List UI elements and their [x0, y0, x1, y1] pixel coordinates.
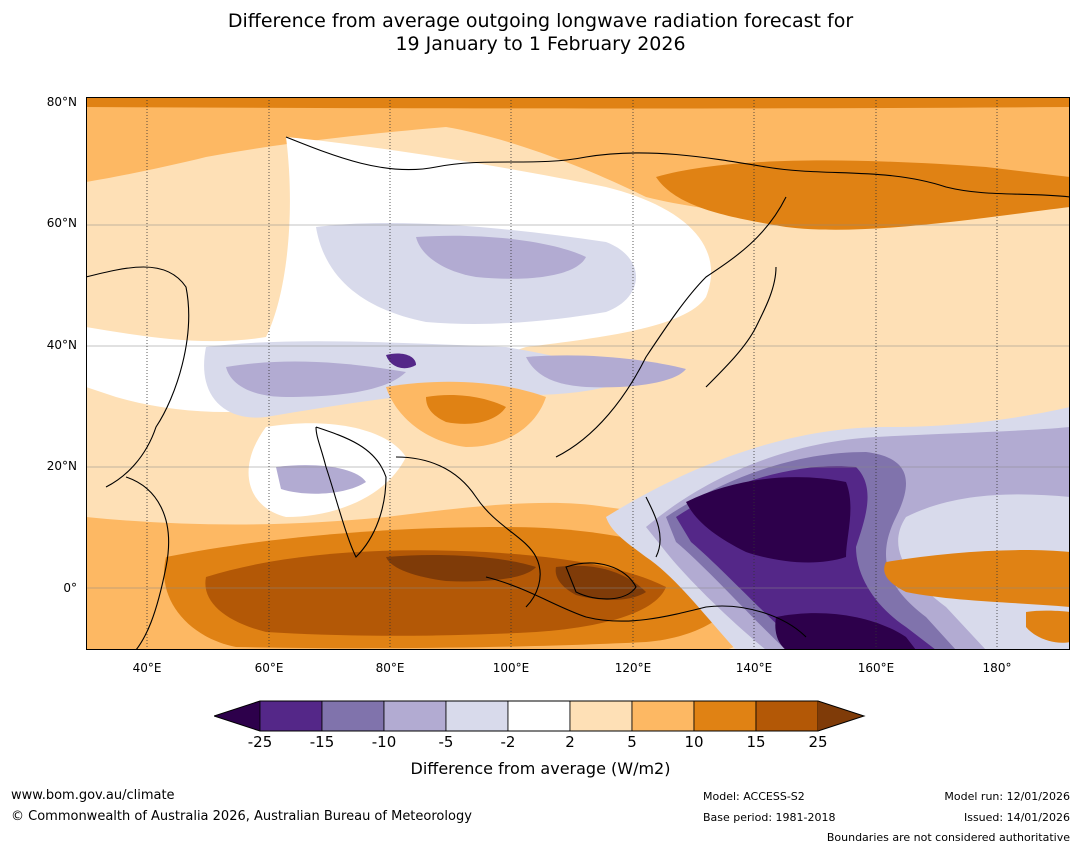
central-pacific-positive-10-15: [884, 550, 1070, 607]
chart-title: Difference from average outgoing longwav…: [0, 10, 1081, 56]
map-border: [86, 97, 1070, 650]
lon-label-180: 180°: [982, 661, 1012, 675]
lon-label-60e: 60°E: [254, 661, 284, 675]
arabian-sea-negative: [276, 465, 366, 494]
colorbar-tick-10: 10: [684, 733, 704, 751]
lon-label-160e: 160°E: [857, 661, 895, 675]
copyright-text: © Commonwealth of Australia 2026, Austra…: [11, 809, 472, 824]
coast-indonesia: [485, 576, 807, 638]
colorbar-tick-minus-25: -25: [247, 733, 273, 751]
website-link[interactable]: www.bom.gov.au/climate: [11, 788, 175, 803]
colorbar-segment-3: [383, 700, 447, 732]
colorbar-segment-4: [445, 700, 509, 732]
colorbar-label: Difference from average (W/m2): [410, 759, 671, 778]
colorbar-segment-8: [693, 700, 757, 732]
coast-china: [555, 196, 787, 458]
coast-arctic: [285, 136, 1070, 198]
colorbar-tick-minus-2: -2: [500, 733, 516, 751]
base-period: Base period: 1981-2018: [703, 811, 836, 824]
colorbar-outline: [214, 700, 866, 732]
colorbar-tick-15: 15: [746, 733, 766, 751]
borneo-positive-over-25: [555, 565, 646, 600]
model-name: Model: ACCESS-S2: [703, 790, 805, 803]
china-negative-5-10: [526, 355, 686, 388]
colorbar-segment-1: [259, 700, 323, 732]
tibet-negative-15-25: [386, 353, 416, 369]
colorbar-under-arrow: [214, 701, 260, 731]
colorbar-tick-25: 25: [808, 733, 828, 751]
lat-label-60n: 60°N: [46, 216, 77, 230]
colorbar-tick-minus-10: -10: [371, 733, 397, 751]
png-negative-over-25: [775, 613, 916, 650]
lon-label-140e: 140°E: [735, 661, 773, 675]
coastlines: [86, 136, 1070, 650]
colorbar-segment-7: [631, 700, 695, 732]
longitude-gridlines: [146, 97, 998, 650]
coast-japan: [705, 266, 777, 388]
title-line-2: 19 January to 1 February 2026: [395, 33, 686, 55]
lon-label-40e: 40°E: [132, 661, 162, 675]
colorbar-segment-2: [321, 700, 385, 732]
iran-negative-5-10: [226, 361, 406, 397]
indian-ocean-positive-over-25: [386, 555, 536, 582]
latitude-gridlines: [86, 224, 1070, 589]
coast-east-africa: [125, 476, 170, 650]
colorbar-segment-6: [569, 700, 633, 732]
lon-label-80e: 80°E: [375, 661, 405, 675]
lon-label-100e: 100°E: [492, 661, 530, 675]
lat-label-0: 0°: [63, 581, 77, 595]
issued-date: Issued: 14/01/2026: [963, 811, 1070, 824]
colorbar-tick-minus-15: -15: [309, 733, 335, 751]
mongolia-negative-5-10: [416, 235, 586, 279]
lat-label-20n: 20°N: [46, 459, 77, 473]
colorbar-over-arrow: [818, 701, 864, 731]
map-svg: [86, 97, 1070, 650]
boundary-disclaimer: Boundaries are not considered authoritat…: [826, 831, 1070, 844]
coast-philippines: [645, 496, 661, 558]
siberia-positive-10-15: [656, 160, 1070, 230]
lon-label-120e: 120°E: [614, 661, 652, 675]
model-run-date: Model run: 12/01/2026: [944, 790, 1070, 803]
indian-ocean-positive-15-25: [205, 550, 666, 636]
tibet-positive-10-15: [426, 395, 506, 424]
colorbar-tick-2: 2: [565, 733, 575, 751]
coast-indochina: [395, 456, 541, 608]
colorbar: [214, 700, 866, 732]
colorbar-segment-5: [507, 700, 571, 732]
title-line-1: Difference from average outgoing longwav…: [227, 10, 854, 32]
coast-arabia: [86, 266, 190, 488]
colorbar-tick-5: 5: [627, 733, 637, 751]
colorbar-tick-minus-5: -5: [438, 733, 454, 751]
coast-borneo: [565, 562, 637, 600]
olr-anomaly-map: [86, 97, 1070, 650]
coast-india: [315, 426, 387, 558]
philippine-sea-negative-over-25: [686, 477, 851, 563]
lat-label-80n: 80°N: [46, 95, 77, 109]
arctic-positive-10-15: [86, 97, 1070, 109]
colorbar-segments: [259, 700, 819, 732]
iran-negative-2-5: [204, 341, 607, 418]
colorbar-segment-9: [755, 700, 819, 732]
east-pacific-positive-10-15: [1026, 610, 1070, 643]
lat-label-40n: 40°N: [46, 338, 77, 352]
